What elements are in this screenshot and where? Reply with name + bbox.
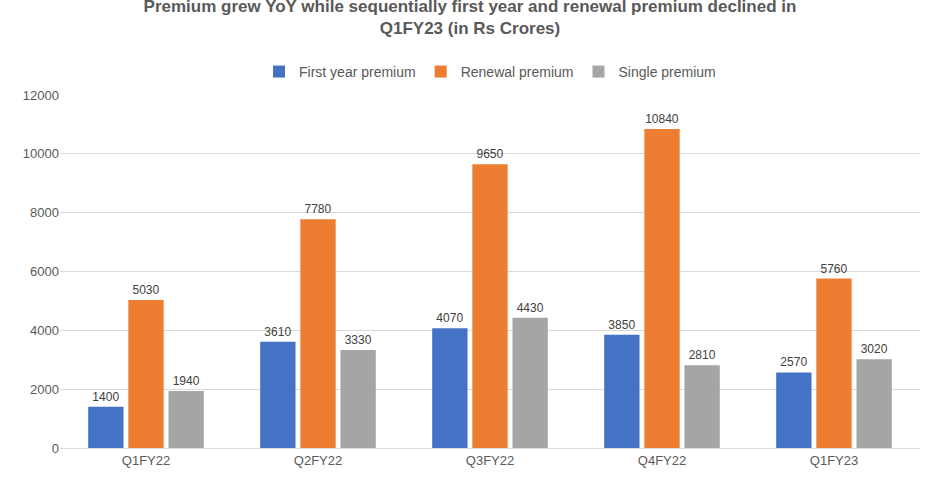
svg-text:10000: 10000 bbox=[23, 146, 59, 161]
svg-text:1940: 1940 bbox=[173, 374, 200, 388]
svg-text:Q3FY22: Q3FY22 bbox=[466, 453, 514, 468]
svg-text:Renewal premium: Renewal premium bbox=[461, 64, 574, 80]
svg-text:2810: 2810 bbox=[689, 348, 716, 362]
svg-text:1400: 1400 bbox=[92, 390, 119, 404]
svg-text:4000: 4000 bbox=[30, 323, 59, 338]
svg-text:0: 0 bbox=[52, 441, 59, 456]
svg-text:Q2FY22: Q2FY22 bbox=[294, 453, 342, 468]
svg-text:7780: 7780 bbox=[304, 202, 331, 216]
svg-text:4070: 4070 bbox=[436, 311, 463, 325]
svg-text:5760: 5760 bbox=[820, 262, 847, 276]
svg-text:Q1FY23: Q1FY23 bbox=[810, 453, 858, 468]
svg-text:Q4FY22: Q4FY22 bbox=[638, 453, 686, 468]
svg-text:10840: 10840 bbox=[645, 112, 679, 126]
svg-text:4430: 4430 bbox=[517, 301, 544, 315]
svg-text:5030: 5030 bbox=[132, 283, 159, 297]
svg-text:Q1FY22: Q1FY22 bbox=[122, 453, 170, 468]
svg-text:Single premium: Single premium bbox=[619, 64, 716, 80]
svg-text:2000: 2000 bbox=[30, 382, 59, 397]
svg-text:First year premium: First year premium bbox=[299, 64, 416, 80]
svg-text:Premium grew YoY while sequent: Premium grew YoY while sequentially firs… bbox=[144, 0, 797, 38]
svg-text:3850: 3850 bbox=[608, 318, 635, 332]
svg-text:3330: 3330 bbox=[345, 333, 372, 347]
svg-text:6000: 6000 bbox=[30, 264, 59, 279]
svg-text:12000: 12000 bbox=[23, 88, 59, 103]
svg-text:3020: 3020 bbox=[861, 342, 888, 356]
svg-text:8000: 8000 bbox=[30, 205, 59, 220]
svg-text:9650: 9650 bbox=[476, 147, 503, 161]
svg-text:2570: 2570 bbox=[780, 355, 807, 369]
svg-text:3610: 3610 bbox=[264, 325, 291, 339]
